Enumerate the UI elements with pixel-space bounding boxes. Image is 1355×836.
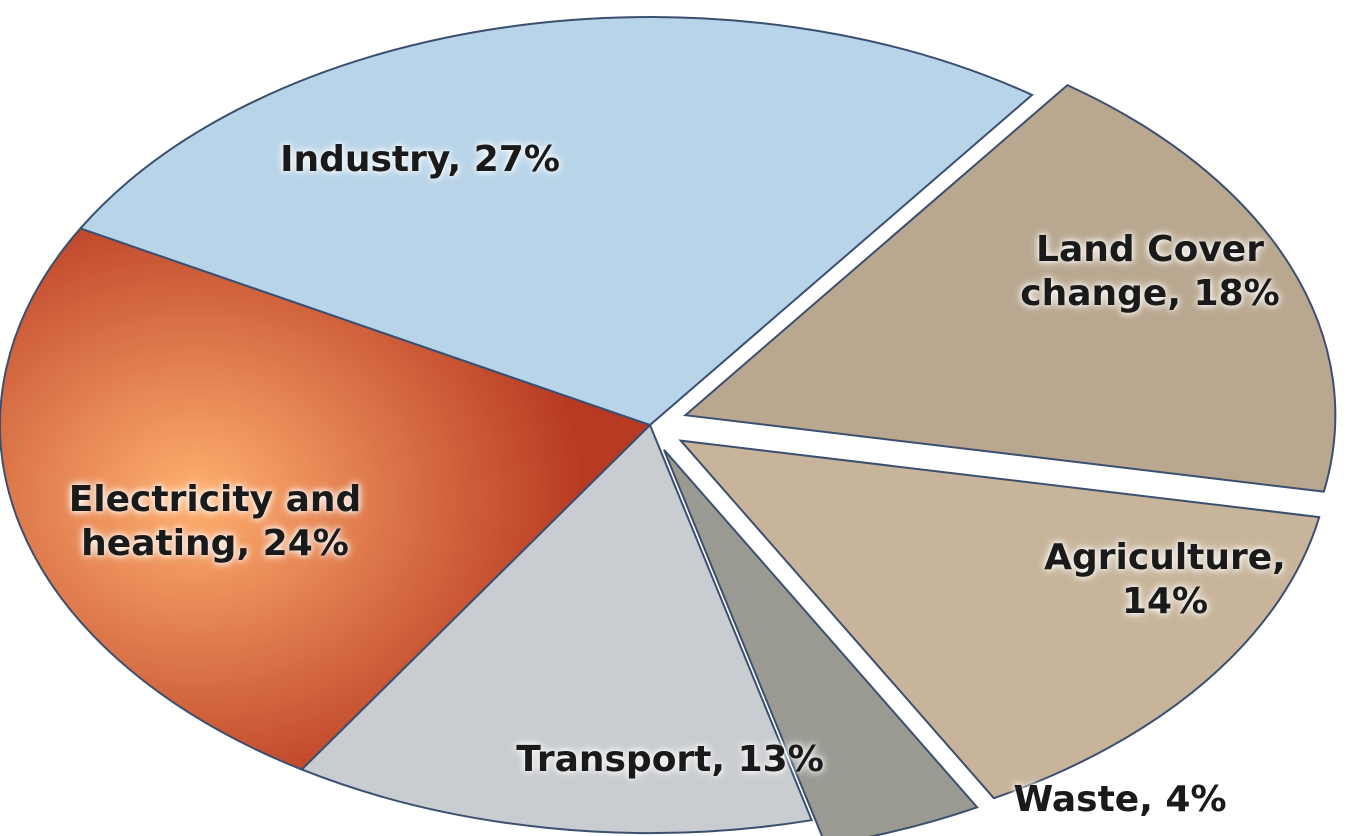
slice-label: Agriculture, 14%: [1044, 537, 1286, 622]
pie-slice: [663, 449, 979, 836]
slice-label: Electricity and heating, 24%: [68, 479, 362, 564]
pie-slice: [0, 227, 652, 771]
pie-slice: [299, 423, 814, 834]
slice-label: Industry, 27%: [280, 139, 560, 180]
pie-slice: [678, 439, 1321, 800]
slice-label: Transport, 13%: [516, 739, 824, 780]
slice-label: Land Cover change, 18%: [1020, 229, 1280, 314]
pie-slice: [78, 16, 1034, 427]
slice-label: Waste, 4%: [1013, 779, 1227, 820]
pie-slice: [682, 83, 1337, 493]
